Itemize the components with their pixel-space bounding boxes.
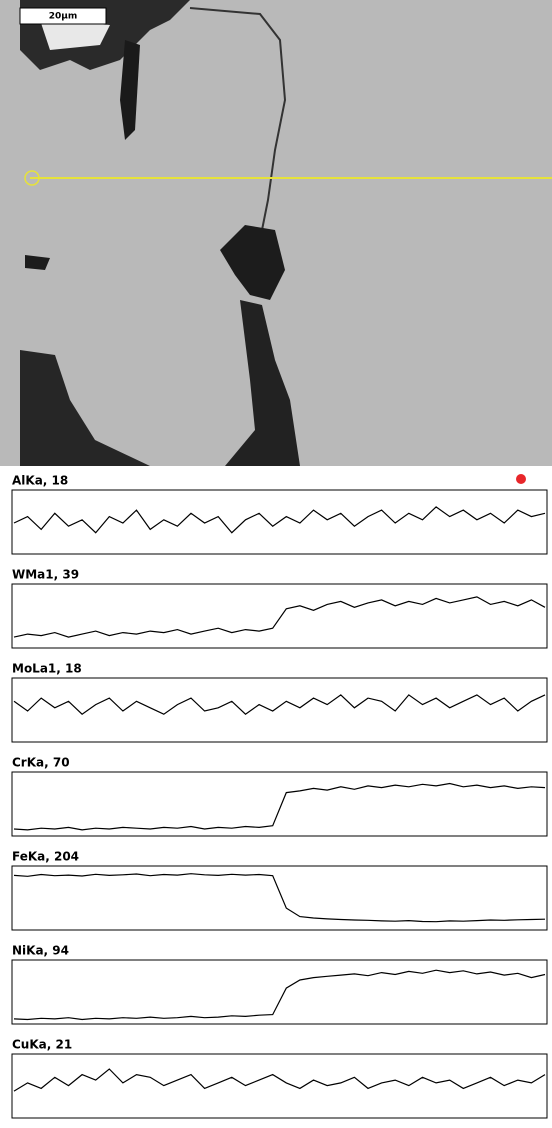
profile-title: FeKa, 204	[12, 850, 79, 864]
crack	[225, 300, 300, 466]
scale-bar-label: 20µm	[49, 12, 78, 22]
scale-bar-box	[19, 7, 107, 25]
plot-frame	[11, 677, 548, 743]
profile-line	[13, 596, 546, 638]
bright-region	[40, 20, 110, 50]
void	[220, 225, 285, 300]
dark-region	[20, 350, 150, 466]
indicator-dot	[516, 474, 526, 484]
crack	[189, 7, 287, 231]
profile-line	[13, 694, 546, 715]
plot-frame	[11, 959, 548, 1025]
profile-line	[13, 873, 546, 923]
profile-line	[13, 506, 546, 534]
profile-title: MoLa1, 18	[12, 662, 82, 676]
profile-line	[13, 969, 546, 1021]
profile-line	[13, 1068, 546, 1092]
plot-frame	[11, 583, 548, 649]
profile-title: AlKa, 18	[12, 474, 68, 488]
plot-frame	[11, 865, 548, 931]
profile-title: CuKa, 21	[12, 1038, 72, 1052]
scan-marker	[24, 170, 40, 186]
plot-frame	[11, 1053, 548, 1119]
profile-title: CrKa, 70	[12, 756, 70, 770]
crack	[120, 40, 140, 140]
plot-frame	[11, 771, 548, 837]
profile-line	[13, 782, 546, 831]
profile-title: WMa1, 39	[12, 568, 79, 582]
sem-image: 20µm	[0, 0, 552, 466]
profile-title: NiKa, 94	[12, 944, 69, 958]
dark-spot	[25, 255, 50, 270]
